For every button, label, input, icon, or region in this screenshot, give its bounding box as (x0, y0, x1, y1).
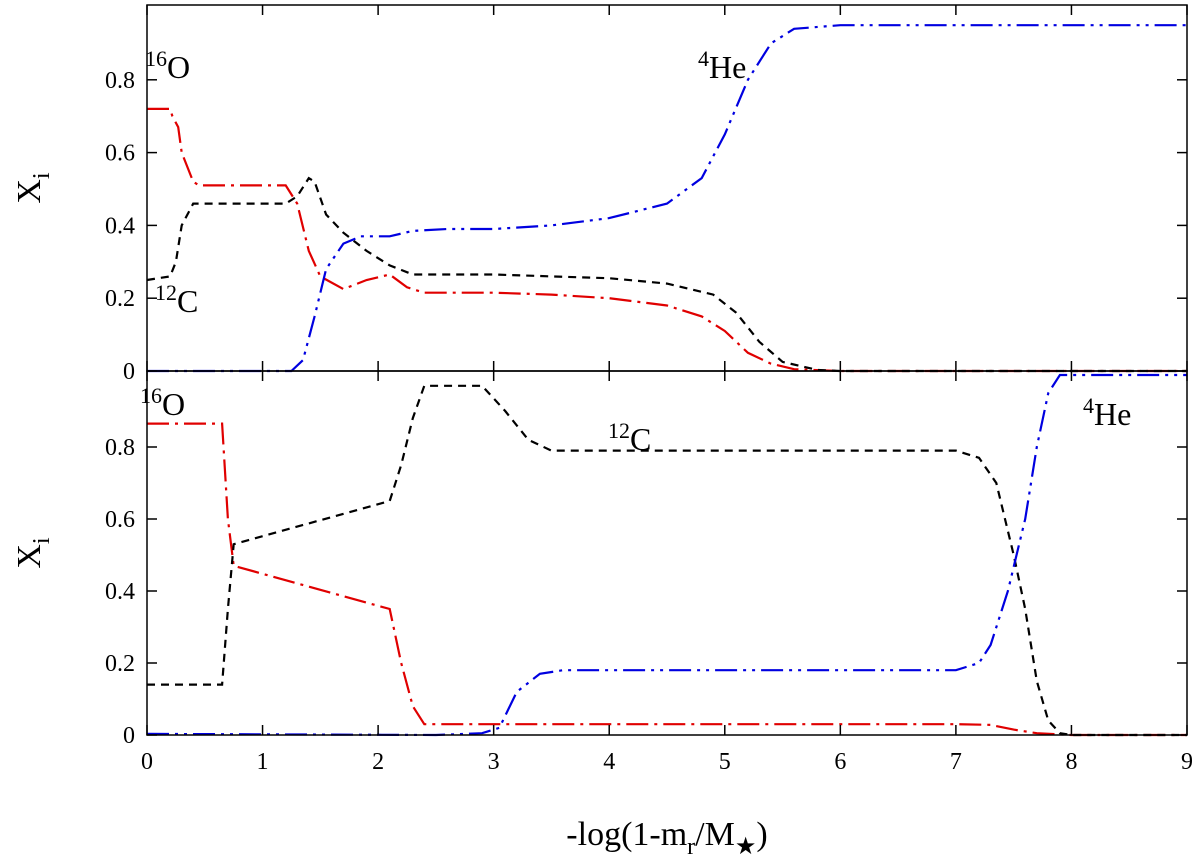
annotation: 12C (155, 280, 198, 319)
data-line (147, 422, 1187, 737)
annotation-superscript: 12 (155, 280, 177, 305)
annotation-text: He (1094, 396, 1131, 432)
annotation-text: O (162, 386, 185, 422)
annotation: 12C (608, 418, 651, 457)
y-axis-label-sub: i (29, 537, 55, 544)
annotation: 16O (140, 383, 185, 422)
data-line (147, 24, 1187, 373)
y-tick-label: 0.4 (105, 213, 135, 239)
y-tick-label: 0.6 (105, 141, 135, 167)
x-tick-label: 9 (1181, 749, 1193, 775)
data-line (146, 373, 1187, 737)
x-tick-label: 4 (603, 749, 615, 775)
y-tick-label: 0.4 (105, 579, 135, 605)
y-tick-label: 0.2 (105, 651, 135, 677)
annotation-superscript: 16 (140, 383, 162, 408)
y-axis-label-main: X (11, 544, 48, 569)
annotation: 16O (145, 46, 190, 85)
annotation-superscript: 12 (608, 418, 630, 443)
y-tick-label: 0 (123, 723, 135, 749)
x-tick-label: 6 (834, 749, 846, 775)
x-tick-label: 7 (950, 749, 962, 775)
annotation-text: C (630, 421, 651, 457)
x-axis-label-sub: r (687, 834, 695, 860)
x-axis-label-main: /M (695, 816, 735, 853)
y-axis-label: Xi (11, 172, 55, 204)
x-tick-label: 2 (372, 749, 384, 775)
x-tick-label: 8 (1065, 749, 1077, 775)
x-axis-label-sub: ★ (735, 834, 757, 860)
y-tick-label: 0.8 (105, 435, 135, 461)
data-line (147, 384, 1187, 737)
annotation-superscript: 4 (698, 46, 709, 71)
y-tick-label: 0.2 (105, 286, 135, 312)
data-line (146, 176, 1187, 373)
y-tick-label: 0.6 (105, 507, 135, 533)
annotation: 4He (1083, 393, 1131, 432)
annotation-superscript: 4 (1083, 393, 1094, 418)
annotation-text: He (709, 49, 746, 85)
x-axis-label-main: -log(1-m (566, 816, 687, 853)
y-axis-label-main: X (11, 179, 48, 204)
y-axis-label-sub: i (29, 172, 55, 179)
x-tick-label: 0 (141, 749, 153, 775)
y-tick-label: 0 (123, 359, 135, 385)
annotation-superscript: 16 (145, 46, 167, 71)
annotation: 4He (698, 46, 746, 85)
y-axis-label: Xi (11, 537, 55, 569)
data-line (147, 107, 1187, 373)
annotation-text: O (167, 49, 190, 85)
x-tick-label: 3 (488, 749, 500, 775)
x-axis-label-main: ) (756, 816, 767, 853)
x-tick-label: 5 (719, 749, 731, 775)
y-tick-label: 0.8 (105, 68, 135, 94)
annotation-text: C (177, 283, 198, 319)
x-tick-label: 1 (257, 749, 269, 775)
x-axis-label: -log(1-mr/M★) (566, 816, 767, 860)
plot-frame (146, 370, 1188, 736)
